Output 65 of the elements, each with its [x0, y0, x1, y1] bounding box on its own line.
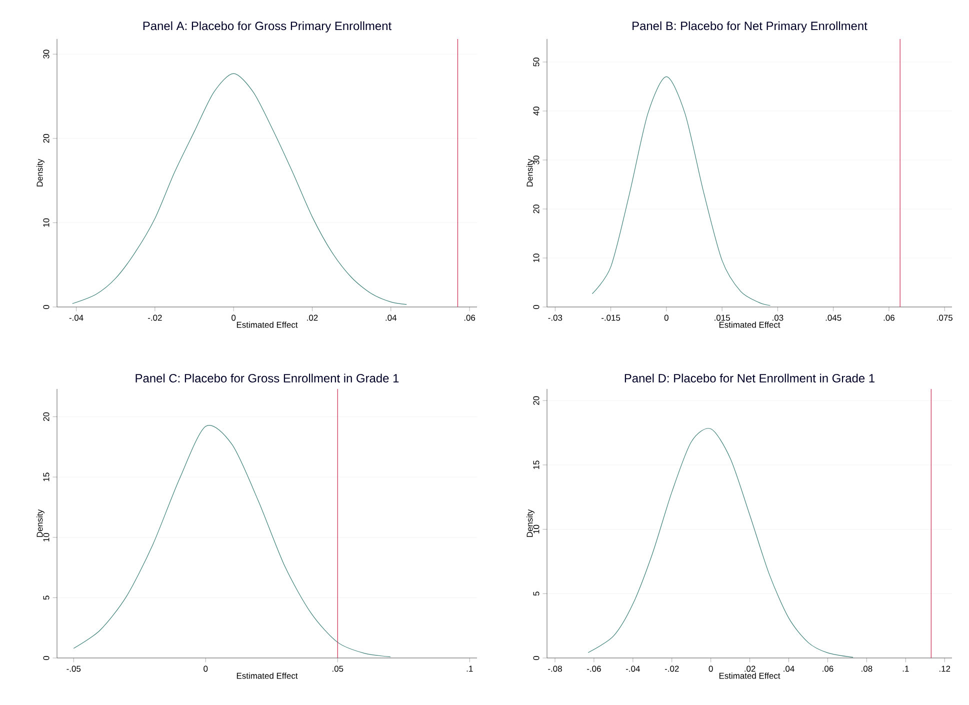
- y-tick-label: 5: [533, 592, 540, 596]
- x-axis-title: Estimated Effect: [236, 322, 298, 328]
- x-tick-label: -.02: [664, 666, 679, 672]
- x-tick-label: .06: [822, 666, 834, 672]
- y-axis-title: Density: [526, 158, 534, 186]
- x-tick-label: .06: [464, 314, 476, 321]
- x-tick-label: -.03: [548, 314, 562, 321]
- y-tick-label: 20: [533, 204, 540, 214]
- chart-title: Panel D: Placebo for Net Enrollment in Grade 1: [624, 374, 874, 382]
- x-tick-label: .03: [772, 314, 784, 321]
- x-tick-label: 0: [708, 666, 713, 672]
- y-tick-label: 20: [43, 412, 50, 422]
- y-tick-label: 0: [533, 656, 540, 660]
- chart-title: Panel A: Placebo for Gross Primary Enrollment: [143, 21, 392, 32]
- x-axis-title: Estimated Effect: [719, 672, 780, 679]
- y-tick-label: 30: [43, 50, 50, 59]
- x-tick-label: .1: [902, 666, 909, 672]
- x-tick-label: .08: [862, 666, 872, 672]
- y-tick-label: 10: [533, 524, 540, 534]
- line-series: [592, 76, 771, 306]
- x-axis-title: Estimated Effect: [236, 672, 298, 679]
- x-tick-label: .075: [937, 314, 952, 321]
- y-tick-label: 15: [533, 460, 540, 469]
- y-tick-label: 20: [43, 134, 50, 143]
- x-tick-label: -.02: [148, 314, 162, 321]
- line-series: [72, 73, 407, 305]
- y-tick-label: 0: [43, 304, 50, 310]
- x-tick-label: -.08: [548, 666, 562, 672]
- y-tick-label: 10: [43, 532, 50, 542]
- x-axis-title: Estimated Effect: [719, 322, 780, 328]
- x-tick-label: .04: [784, 666, 794, 672]
- x-tick-label: .04: [386, 314, 397, 321]
- y-tick-label: 10: [533, 254, 540, 262]
- x-tick-label: .015: [714, 314, 730, 321]
- x-tick-label: .05: [332, 666, 344, 672]
- line-series: [73, 425, 391, 658]
- line-series: [588, 428, 854, 658]
- chart-title: Panel C: Placebo for Gross Enrollment in Grade 1: [136, 374, 399, 382]
- y-tick-label: 10: [43, 218, 50, 227]
- x-tick-label: .12: [939, 666, 950, 672]
- y-tick-label: 15: [43, 472, 50, 482]
- x-tick-label: -.04: [69, 314, 84, 321]
- y-axis-title: Density: [526, 509, 534, 537]
- x-tick-label: -.05: [66, 666, 81, 672]
- x-tick-label: .06: [884, 314, 894, 321]
- x-tick-label: .045: [826, 314, 842, 321]
- x-tick-label: 0: [664, 314, 668, 321]
- x-tick-label: .02: [744, 666, 756, 672]
- x-tick-label: -.06: [587, 666, 601, 672]
- x-tick-label: -.04: [626, 666, 640, 672]
- y-tick-label: 0: [43, 656, 50, 660]
- x-tick-label: 0: [204, 666, 208, 672]
- y-axis-title: Density: [36, 509, 44, 537]
- y-tick-label: 40: [533, 106, 540, 116]
- x-tick-label: 0: [232, 314, 236, 321]
- y-tick-label: 5: [43, 596, 50, 600]
- y-axis-title: Density: [36, 158, 44, 186]
- chart-title: Panel B: Placebo for Net Primary Enrollment: [632, 21, 868, 32]
- y-tick-label: 0: [533, 304, 540, 310]
- y-tick-label: 20: [533, 396, 540, 405]
- x-tick-label: .02: [307, 314, 318, 321]
- x-tick-label: .1: [466, 666, 473, 672]
- y-tick-label: 30: [533, 156, 540, 164]
- y-tick-label: 50: [533, 58, 540, 66]
- x-tick-label: -.015: [602, 314, 620, 321]
